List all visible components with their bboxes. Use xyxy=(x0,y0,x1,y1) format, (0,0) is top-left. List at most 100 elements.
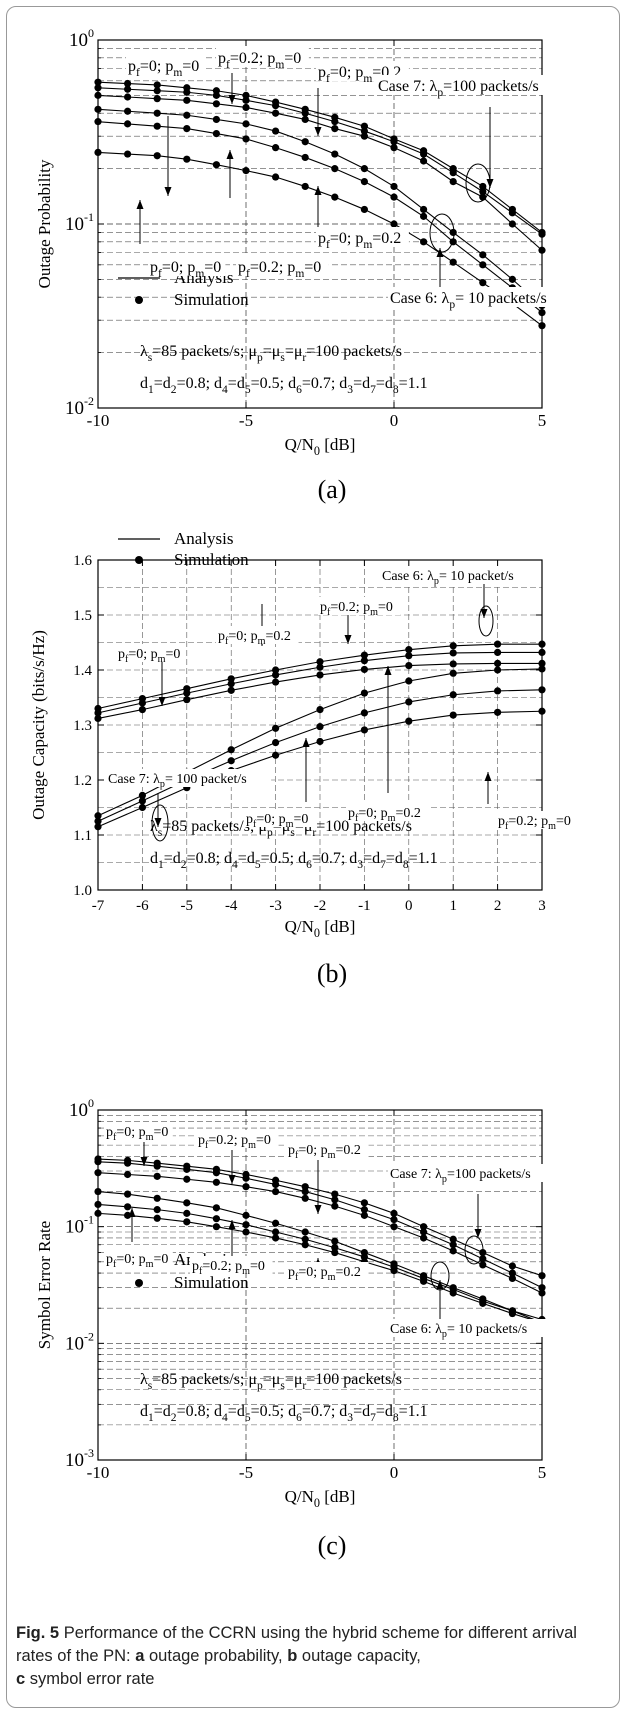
data-point xyxy=(449,669,457,677)
data-point xyxy=(242,1211,250,1219)
data-point xyxy=(405,652,413,660)
y-tick-label: 10-2 xyxy=(65,1329,94,1354)
data-point xyxy=(390,138,398,146)
annotation-arrowhead xyxy=(228,95,236,104)
data-point xyxy=(94,84,102,92)
data-point xyxy=(360,127,368,135)
legend-simulation-label: Simulation xyxy=(174,1273,249,1292)
data-point xyxy=(153,1214,161,1222)
data-point xyxy=(405,677,413,685)
annotation-arrowhead xyxy=(158,697,166,706)
data-point xyxy=(479,251,487,259)
data-point xyxy=(331,165,339,173)
data-point xyxy=(242,135,250,143)
annotation-bg xyxy=(388,287,574,307)
data-point xyxy=(153,122,161,130)
data-point xyxy=(331,1237,339,1245)
data-point xyxy=(227,746,235,754)
data-point xyxy=(301,1228,309,1236)
y-tick-label: 10-3 xyxy=(65,1446,94,1471)
data-point xyxy=(538,707,546,715)
data-point xyxy=(242,96,250,104)
annotation-label: pf​=0; pm​=0.2 xyxy=(288,1143,361,1161)
data-point xyxy=(183,1218,191,1226)
data-point xyxy=(183,155,191,163)
data-point xyxy=(272,1180,280,1189)
data-point xyxy=(242,1221,250,1229)
data-point xyxy=(360,651,368,659)
annotation-label: pf​=0.2; pm​=0 xyxy=(192,1259,265,1277)
series-line-4 xyxy=(97,1203,543,1321)
data-point xyxy=(420,205,428,214)
y-tick-label: 10-1 xyxy=(65,210,94,235)
annotation-bg xyxy=(244,809,313,827)
x-tick-label: -3 xyxy=(269,898,282,914)
data-point xyxy=(124,1190,132,1198)
annotation-arrowhead xyxy=(154,818,162,827)
data-point xyxy=(153,87,161,95)
data-point xyxy=(331,193,339,201)
data-point xyxy=(94,709,102,717)
legend-simulation-label: Simulation xyxy=(174,290,249,309)
data-point xyxy=(301,1194,309,1202)
annotation-arrowhead xyxy=(128,1208,136,1217)
data-point xyxy=(94,148,102,156)
y-axis-label: Outage Probability xyxy=(35,159,54,288)
data-point xyxy=(420,1223,428,1231)
data-point xyxy=(316,737,324,746)
y-tick-label: 10-2 xyxy=(65,394,94,419)
annotation-bg xyxy=(148,256,226,276)
x-tick-label: -4 xyxy=(225,898,238,914)
data-point xyxy=(538,1289,546,1297)
annotation-label: Case 7: λp​= 100 packet/s xyxy=(108,772,247,790)
data-point xyxy=(183,1199,191,1207)
data-point xyxy=(449,1235,457,1243)
data-point xyxy=(153,95,161,103)
series-line-0 xyxy=(97,1158,543,1277)
data-point xyxy=(301,1235,309,1243)
data-point xyxy=(272,1187,280,1196)
data-point xyxy=(390,144,398,152)
x-tick-label: 0 xyxy=(405,898,413,914)
data-point xyxy=(212,1215,220,1223)
chart-outage-capacity: -7 -6 -5 -4 -3 -2 -1 0 1 2 3 1.0 1.1 1.2 1.3 1.4 1.5 1.6 Q… xyxy=(29,529,579,988)
y-axis-label: Symbol Error Rate xyxy=(35,1221,54,1349)
x-tick-label: 3 xyxy=(538,898,546,914)
data-point xyxy=(538,1284,546,1292)
annotation-bg xyxy=(116,644,185,662)
annotation-arrowhead xyxy=(228,1220,236,1229)
panel-label: (b) xyxy=(317,959,347,988)
annotation-bg xyxy=(388,1164,554,1182)
x-tick-label: -7 xyxy=(92,898,105,914)
y-tick-label: 1.2 xyxy=(73,773,92,789)
case-ellipse xyxy=(429,213,455,253)
series-line-1 xyxy=(97,1161,543,1289)
data-point xyxy=(360,165,368,173)
annotation-bg xyxy=(496,811,579,829)
annotation-arrowhead xyxy=(384,666,392,675)
data-point xyxy=(449,1241,457,1249)
data-point xyxy=(94,1187,102,1196)
annotation-arrowhead xyxy=(484,772,492,781)
annotation-bg xyxy=(216,626,299,644)
series-line-4 xyxy=(97,121,543,314)
data-point xyxy=(183,696,191,704)
data-point xyxy=(420,1228,428,1236)
data-point xyxy=(94,812,102,820)
annotation-bg xyxy=(126,55,204,75)
case-ellipse xyxy=(151,804,169,842)
data-point xyxy=(494,708,502,716)
annotation-bg xyxy=(104,1122,173,1140)
data-point xyxy=(124,107,132,115)
data-point xyxy=(405,662,413,670)
annotation-arrowhead xyxy=(140,1157,148,1166)
params-line-0: λs​=85 packets/s; μp​=μs​=μr​=100 packet… xyxy=(140,343,402,364)
annotation-bg xyxy=(236,256,329,276)
data-point xyxy=(272,1234,280,1242)
data-point xyxy=(272,739,280,747)
data-point xyxy=(449,642,457,650)
panel-label: (a) xyxy=(318,475,347,504)
data-point xyxy=(316,658,324,666)
annotation-label: pf​=0.2; pm​=0 xyxy=(198,1133,271,1151)
x-tick-label: 5 xyxy=(538,411,547,430)
